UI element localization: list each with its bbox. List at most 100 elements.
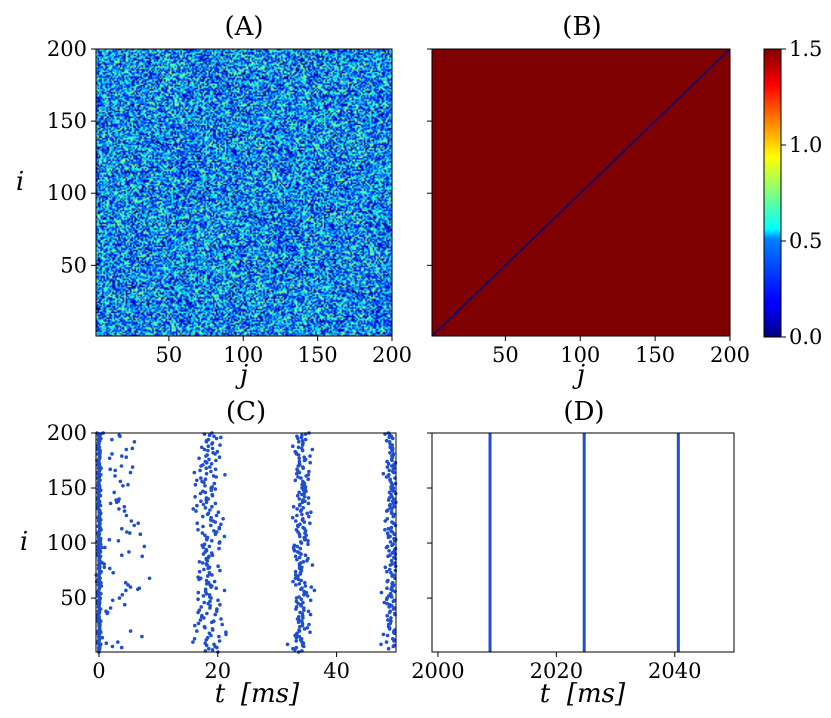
spike-dot <box>293 573 298 577</box>
spike-dot <box>307 622 311 627</box>
spike-dot <box>110 437 114 442</box>
spike-dot <box>108 501 113 506</box>
spike-dot <box>110 644 115 649</box>
spike-dot <box>392 504 396 509</box>
spike-dot <box>116 539 121 543</box>
spike-dot <box>390 520 394 524</box>
spike-dot <box>206 437 211 442</box>
spike-dot <box>210 648 215 652</box>
spike-dot <box>113 468 117 473</box>
spike-dot <box>217 525 222 530</box>
spike-dot <box>392 536 396 541</box>
spike-dot <box>198 491 203 496</box>
panel-a-heatmap <box>96 49 392 336</box>
spike-dot <box>212 434 216 439</box>
spike-dot <box>107 456 112 461</box>
spike-dot <box>302 606 306 610</box>
panel-c-ylabel: i <box>20 527 28 557</box>
spike-dot <box>389 525 394 530</box>
spike-dot <box>203 641 207 645</box>
spike-dot <box>199 499 203 504</box>
spike-dot <box>388 540 393 544</box>
spike-dot <box>219 522 223 527</box>
spike-dot <box>297 497 302 501</box>
spike-dot <box>207 565 212 570</box>
spike-dot <box>302 495 307 499</box>
spike-dot <box>207 433 212 438</box>
spike-dot <box>293 569 298 574</box>
spike-dot <box>200 561 205 565</box>
spike-dot <box>215 449 220 454</box>
spike-dot <box>387 473 391 477</box>
colorbar-tick-label: 0.5 <box>789 229 822 253</box>
spike-dot <box>306 542 310 546</box>
spike-dot <box>207 571 212 575</box>
spike-dot <box>387 440 392 444</box>
panel-b-ticks: 50 100 150 200 <box>427 48 750 367</box>
spike-dot <box>389 558 394 563</box>
spike-dot <box>388 477 392 482</box>
spike-dot <box>214 586 218 590</box>
spike-dot <box>392 643 396 648</box>
spike-dot <box>301 498 305 502</box>
spike-dot <box>128 585 133 589</box>
panel-b-frame <box>431 48 731 337</box>
panel-c-title: (C) <box>226 397 266 427</box>
spike-dot <box>195 478 199 483</box>
spike-dot <box>99 466 103 471</box>
spike-dot <box>117 507 121 511</box>
spike-dot <box>393 568 398 573</box>
spike-dot <box>191 640 195 644</box>
panel-d-spikes <box>488 433 680 652</box>
spike-dot <box>214 436 219 441</box>
spike-dot <box>209 515 213 520</box>
spike-dot <box>197 569 202 574</box>
spike-dot <box>120 553 124 557</box>
spike-dot <box>117 497 121 501</box>
spike-dot <box>204 578 209 583</box>
spike-dot <box>203 484 207 488</box>
spike-dot <box>201 463 205 467</box>
spike-dot <box>191 507 195 511</box>
spike-dot <box>385 613 390 618</box>
spike-dot <box>108 467 112 472</box>
spike-dot <box>222 588 227 593</box>
spike-dot <box>119 645 124 650</box>
spike-dot <box>294 471 299 476</box>
spike-dot <box>140 554 144 559</box>
spike-dot <box>206 448 210 453</box>
spike-dot <box>203 477 208 482</box>
spike-dot <box>212 579 217 584</box>
spike-dot <box>208 465 212 469</box>
panel-a-ylabel: i <box>16 167 24 197</box>
spike-dot <box>297 582 302 586</box>
panel-c-ytick-label: 150 <box>47 476 87 500</box>
spike-dot <box>389 510 394 514</box>
spike-dot <box>308 612 313 617</box>
spike-dot <box>127 550 131 554</box>
spike-dot <box>198 468 202 473</box>
spike-dot <box>297 456 302 461</box>
panel-c-ytick-label: 100 <box>47 531 87 555</box>
panel-a-ytick-label: 50 <box>60 253 87 277</box>
spike-dot <box>385 569 389 574</box>
spike-dot <box>205 635 210 640</box>
spike-dot <box>202 542 207 546</box>
spike-dot <box>200 613 204 618</box>
spike-dot <box>312 588 317 593</box>
spike-dot <box>294 583 298 587</box>
spike-dot <box>123 580 128 585</box>
spike-dot <box>122 504 127 509</box>
spike-dot <box>116 640 120 644</box>
spike-dot <box>99 642 103 647</box>
spike-dot <box>99 511 103 516</box>
spike-dot <box>298 610 302 615</box>
spike-dot <box>118 479 123 484</box>
spike-dot <box>113 474 117 478</box>
spike-dot <box>308 630 312 634</box>
spike-dot <box>99 518 103 522</box>
spike-dot <box>297 628 301 632</box>
panel-b-diagonal <box>431 48 731 337</box>
spike-dot <box>110 452 114 456</box>
spike-dot <box>213 501 218 506</box>
